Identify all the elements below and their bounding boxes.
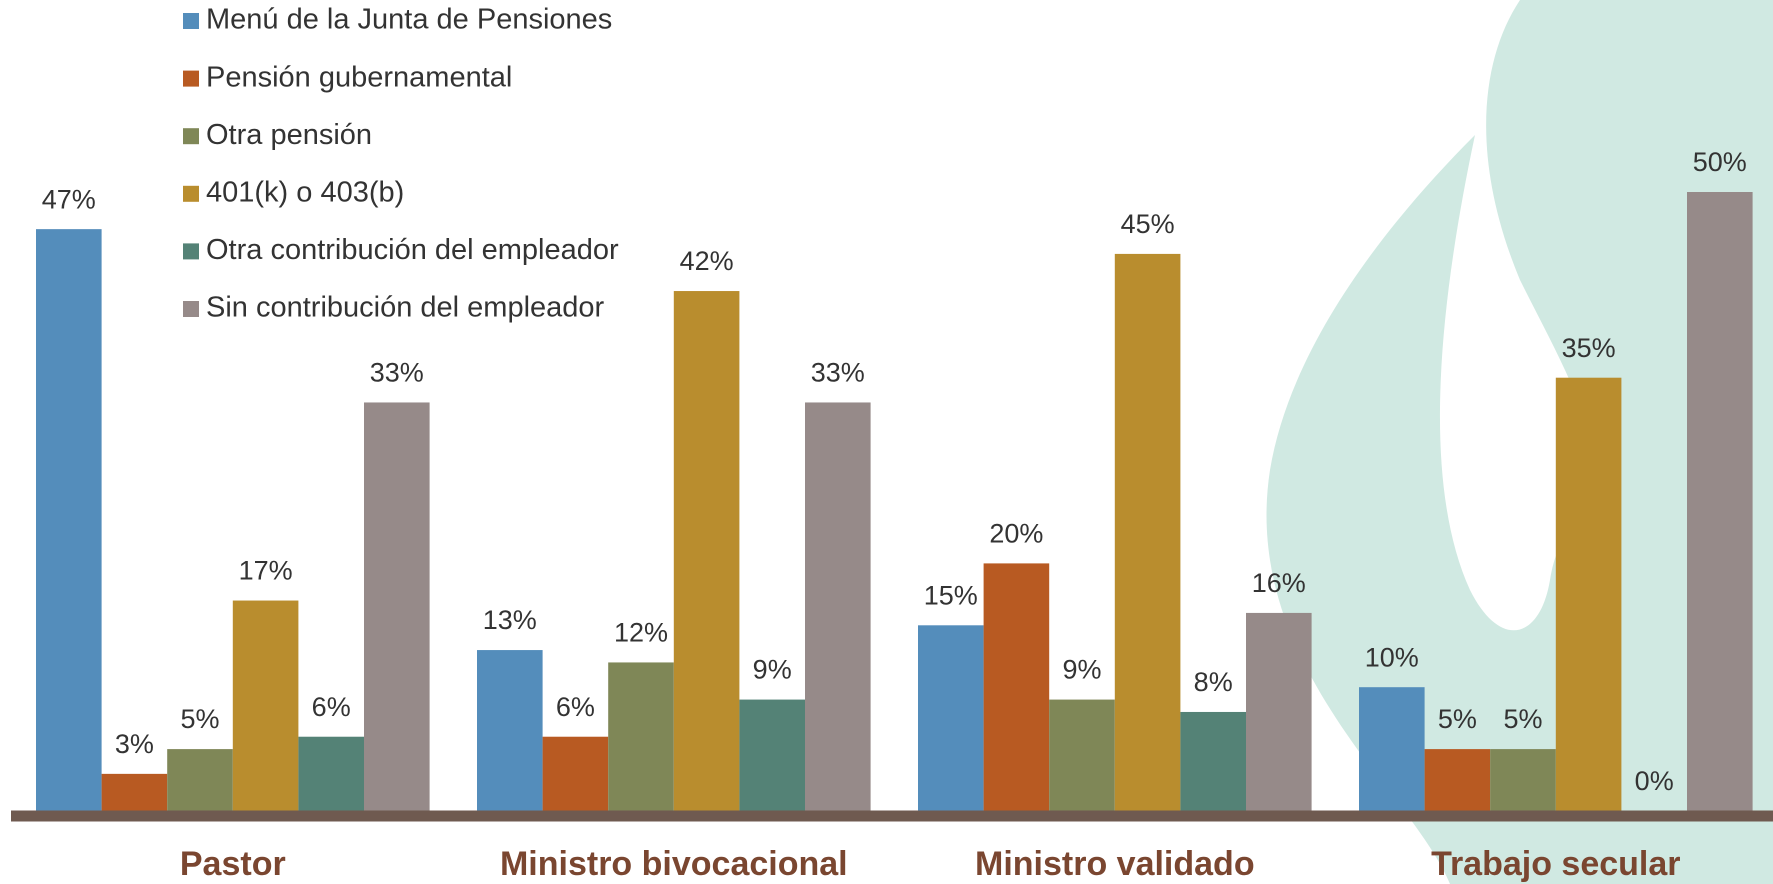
value-label: 33%	[811, 358, 865, 388]
bar	[805, 402, 871, 811]
legend-label: Otra pensión	[206, 119, 372, 151]
bar	[673, 291, 740, 811]
value-label: 8%	[1194, 667, 1233, 697]
bar	[101, 773, 168, 811]
bar	[918, 625, 984, 811]
value-label: 10%	[1365, 642, 1419, 672]
legend-label: Pensión gubernamental	[206, 61, 512, 93]
value-label: 20%	[989, 519, 1043, 549]
value-label: 6%	[556, 692, 595, 722]
bar	[1049, 699, 1115, 811]
value-label: 0%	[1635, 766, 1674, 796]
value-label: 17%	[239, 556, 293, 586]
bar	[232, 600, 299, 811]
legend-swatch	[183, 301, 199, 317]
value-label: 50%	[1693, 147, 1747, 177]
bar	[1490, 749, 1556, 811]
bar	[298, 736, 364, 811]
bar	[477, 650, 543, 811]
value-label: 5%	[180, 704, 219, 734]
category-label: Ministro validado	[975, 845, 1255, 883]
legend-swatch	[183, 185, 199, 202]
legend-label: Otra contribución del empleador	[206, 234, 619, 266]
bar	[1180, 711, 1246, 811]
legend-label: 401(k) o 403(b)	[206, 176, 404, 208]
legend-label: Sin contribución del empleador	[206, 292, 605, 324]
bar	[739, 699, 805, 811]
legend-swatch	[183, 128, 199, 145]
value-label: 35%	[1562, 333, 1616, 363]
value-label: 33%	[370, 358, 424, 388]
value-label: 6%	[312, 692, 351, 722]
bar	[1114, 253, 1181, 811]
category-label: Trabajo secular	[1431, 845, 1680, 883]
value-label: 16%	[1252, 568, 1306, 598]
bar	[542, 736, 609, 811]
value-label: 12%	[614, 618, 668, 648]
legend-label: Menú de la Junta de Pensiones	[206, 4, 612, 36]
bar	[1424, 749, 1491, 811]
bar	[983, 563, 1050, 811]
bar	[167, 749, 233, 811]
value-label: 47%	[42, 184, 96, 214]
legend-swatch	[183, 243, 199, 260]
category-label: Pastor	[180, 845, 286, 883]
value-label: 5%	[1503, 704, 1542, 734]
value-label: 9%	[1062, 655, 1101, 685]
value-label: 3%	[115, 729, 154, 759]
bar	[1246, 612, 1312, 811]
bar	[36, 229, 102, 811]
value-label: 15%	[924, 580, 978, 610]
value-label: 45%	[1121, 209, 1175, 239]
bar	[608, 662, 674, 811]
bar	[1687, 192, 1753, 811]
bar	[364, 402, 430, 811]
bar	[1359, 687, 1425, 811]
category-label: Ministro bivocacional	[500, 845, 848, 883]
bar	[1555, 377, 1622, 811]
value-label: 9%	[753, 655, 792, 685]
value-label: 42%	[680, 246, 734, 276]
legend-swatch	[183, 13, 199, 29]
value-label: 5%	[1438, 704, 1477, 734]
legend-swatch	[183, 70, 199, 87]
value-label: 13%	[483, 605, 537, 635]
